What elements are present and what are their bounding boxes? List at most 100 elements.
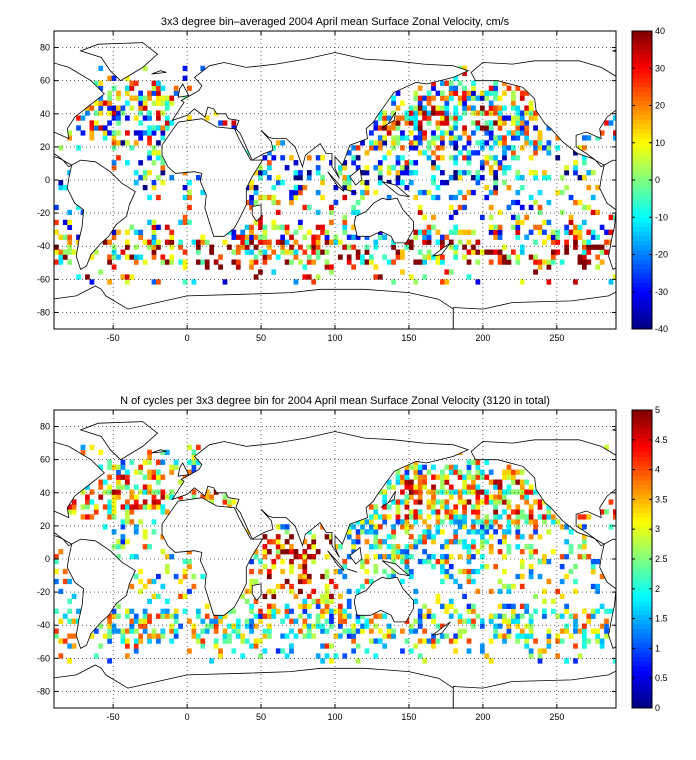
bin-cell bbox=[422, 135, 427, 141]
bin-cell bbox=[431, 110, 436, 116]
bin-cell bbox=[400, 170, 405, 176]
bin-cell bbox=[107, 120, 112, 126]
bin-cell bbox=[124, 160, 130, 166]
bin-cell bbox=[342, 563, 348, 570]
bin-cell bbox=[546, 145, 552, 151]
grid-lines bbox=[54, 31, 616, 329]
bin-cell bbox=[519, 184, 525, 191]
bin-cell bbox=[559, 209, 565, 216]
bin-cell bbox=[355, 529, 361, 535]
colorbar-tick-label: 0.5 bbox=[655, 673, 668, 683]
coastline-shape bbox=[327, 171, 345, 192]
bin-cell bbox=[613, 130, 616, 136]
bin-cell bbox=[417, 653, 423, 659]
bin-cell bbox=[289, 628, 294, 634]
bin-cell bbox=[195, 175, 201, 181]
bin-cell bbox=[54, 219, 59, 225]
bin-cell bbox=[613, 135, 616, 141]
bin-cell bbox=[484, 140, 490, 146]
bin-cell bbox=[54, 229, 59, 235]
bin-cell bbox=[462, 125, 467, 131]
bin-cell bbox=[408, 514, 414, 520]
bin-cell bbox=[506, 254, 512, 260]
bin-cell bbox=[510, 115, 516, 121]
bin-cell bbox=[466, 554, 472, 560]
bin-cell bbox=[475, 120, 481, 126]
bin-cell bbox=[515, 135, 521, 141]
bin-cell bbox=[431, 150, 436, 156]
bin-cell bbox=[142, 95, 148, 101]
bin-cell bbox=[204, 603, 210, 609]
bin-cell bbox=[151, 504, 157, 510]
bin-cell bbox=[528, 618, 534, 624]
bin-cell bbox=[129, 85, 135, 91]
bin-cell bbox=[258, 234, 263, 240]
bin-cell bbox=[364, 554, 370, 560]
bin-cell bbox=[502, 115, 507, 121]
bin-cell bbox=[329, 219, 334, 225]
bin-cell bbox=[590, 613, 596, 619]
bin-cell bbox=[497, 254, 503, 260]
bin-cell bbox=[151, 145, 157, 151]
bin-cell bbox=[422, 529, 427, 535]
bin-cell bbox=[111, 234, 117, 240]
bin-cell bbox=[608, 499, 614, 505]
bin-cell bbox=[355, 643, 361, 649]
bin-cell bbox=[213, 613, 219, 619]
bin-cell bbox=[457, 568, 463, 575]
bin-cell bbox=[581, 514, 587, 520]
bin-cell bbox=[510, 155, 516, 161]
bin-cell bbox=[475, 474, 481, 480]
y-tick-label: -40 bbox=[37, 620, 50, 630]
bin-cell bbox=[599, 573, 605, 580]
bin-cell bbox=[457, 613, 463, 619]
bin-cell bbox=[595, 264, 601, 270]
bin-cell bbox=[506, 633, 512, 639]
bin-cell bbox=[187, 189, 192, 196]
bin-cell bbox=[151, 90, 157, 96]
colorbar-segment bbox=[632, 44, 652, 51]
bin-cell bbox=[369, 130, 374, 136]
bin-cell bbox=[502, 254, 507, 260]
bin-cell bbox=[515, 514, 521, 520]
bin-cell bbox=[333, 583, 339, 590]
bin-cell bbox=[151, 529, 157, 535]
bin-cell bbox=[604, 618, 609, 624]
bin-cell bbox=[422, 189, 427, 196]
bin-cell bbox=[222, 628, 228, 634]
bin-cell bbox=[156, 115, 161, 121]
bin-cell bbox=[280, 648, 286, 654]
bin-cell bbox=[395, 249, 401, 255]
bin-cell bbox=[156, 479, 161, 485]
bin-cell bbox=[178, 479, 183, 485]
bin-cell bbox=[524, 519, 530, 525]
coastline-shape bbox=[346, 568, 358, 573]
bin-cell bbox=[147, 244, 152, 250]
bin-cell bbox=[262, 249, 268, 255]
bin-cell bbox=[555, 234, 561, 240]
bin-cell bbox=[395, 125, 401, 131]
bin-cell bbox=[133, 638, 139, 644]
bin-cell bbox=[444, 479, 450, 485]
bin-cell bbox=[422, 613, 427, 619]
bin-cell bbox=[502, 120, 507, 126]
bin-cell bbox=[493, 180, 498, 186]
bin-cell bbox=[382, 254, 388, 260]
bin-cell bbox=[133, 229, 139, 235]
bin-cell bbox=[315, 653, 321, 659]
bin-cell bbox=[497, 549, 503, 555]
bin-cell bbox=[497, 479, 503, 485]
bin-cell bbox=[391, 140, 396, 146]
bin-cell bbox=[244, 234, 250, 240]
bin-cell bbox=[107, 254, 112, 260]
bin-cell bbox=[488, 105, 494, 111]
bin-cell bbox=[528, 140, 534, 146]
bin-cell bbox=[156, 95, 161, 101]
colorbar-segment bbox=[632, 217, 652, 223]
bin-cell bbox=[311, 623, 317, 629]
bin-cell bbox=[107, 638, 112, 644]
bin-cell bbox=[448, 489, 454, 495]
bin-cell bbox=[169, 95, 175, 101]
bin-cell bbox=[142, 608, 148, 614]
bin-cell bbox=[573, 244, 578, 250]
